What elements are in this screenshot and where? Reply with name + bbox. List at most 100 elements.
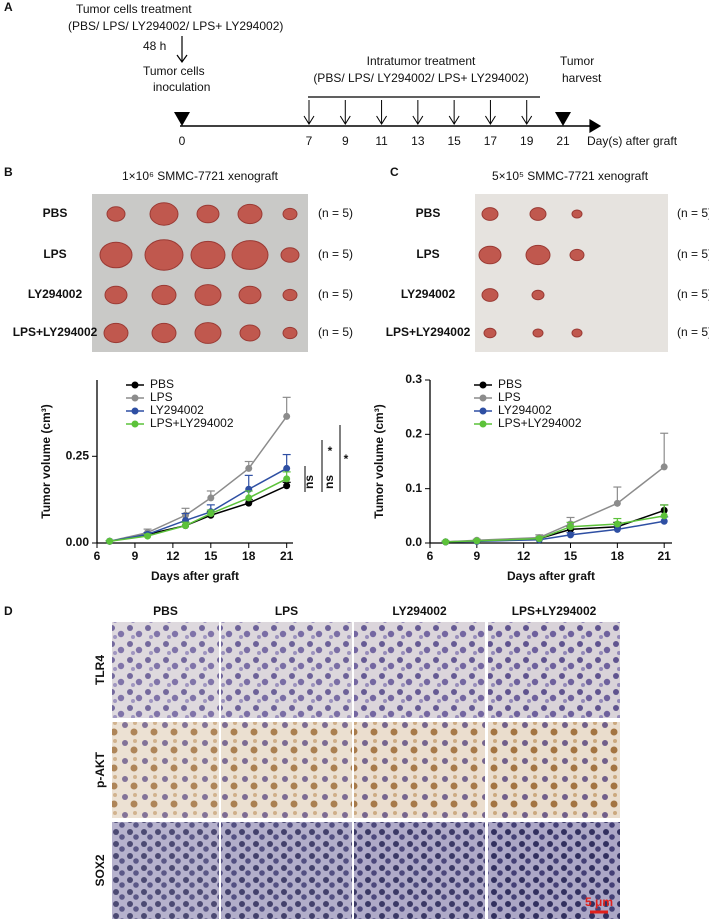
day-arrow [448,115,460,125]
intratumor-groups: (PBS/ LPS/ LY294002/ LPS+ LY294002) [313,71,528,85]
y-tick-label: 0.25 [66,448,90,462]
day-label: 11 [375,134,388,148]
x-axis-label: Days after graft [507,569,595,583]
legend-label: PBS [150,377,174,391]
x-tick-label: 15 [564,549,578,563]
row-label: TLR4 [93,655,107,685]
tumor [106,206,126,222]
count: (n = 5) [677,247,709,261]
y-axis-label: Tumor volume (cm³) [39,404,53,518]
legend-swatch [131,407,139,415]
inoculation: inoculation [153,80,210,94]
ihc-grid: PBS LPS LY294002 LPS+LY294002 TLR4 p-AKT SOX2 5… [93,604,620,919]
photo-rows: PBS (n = 5) LPS (n = 5) LY294002 (n = 5) LPS+L… [13,202,709,344]
point [660,463,668,471]
row-label: LY294002 [28,287,83,301]
point [283,412,291,420]
tumor [481,207,499,221]
tumor [149,202,179,226]
harvest: Tumor [560,54,594,68]
count: (n = 5) [677,325,709,339]
series-line [445,515,665,543]
panel-label: D [4,604,13,618]
micrograph [354,722,485,818]
inoculation: Tumor cells [143,64,205,78]
point [535,535,543,543]
point [283,482,291,490]
legend-swatch [131,420,139,428]
tumor [151,322,177,344]
point [106,537,114,545]
y-axis-label: Tumor volume (cm³) [372,404,386,518]
row-label: LPS+LY294002 [13,325,98,339]
x-tick-label: 12 [166,549,180,563]
legend-label: LPS+LY294002 [150,416,234,430]
x-tick-label: 21 [280,549,294,563]
legend-swatch [479,407,487,415]
x-tick-label: 6 [94,549,101,563]
day-arrow [376,115,387,125]
legend-label: LPS [498,390,521,404]
tumor [194,322,222,344]
row-label: PBS [416,206,441,220]
day-label: 17 [484,134,498,148]
tumor [231,240,269,270]
annotation: ns [302,475,316,489]
legend-swatch [131,381,139,389]
day-label: 7 [306,134,313,148]
column-label: LY294002 [392,604,447,618]
day-label: 21 [556,134,570,148]
annotation: * [328,444,333,458]
point [613,525,621,533]
tumor [280,247,300,263]
x-tick-label: 21 [658,549,672,563]
tumor [238,285,262,305]
point [442,538,450,546]
y-tick-label: 0.0 [405,535,422,549]
series-line [109,485,287,543]
tumor [282,288,298,302]
point [144,532,152,540]
count: (n = 5) [318,325,353,339]
annotation: ns [322,475,336,489]
x-tick-label: 18 [242,549,256,563]
interval: 48 h [143,39,166,53]
tumor [481,288,499,302]
row-label: LY294002 [401,287,456,301]
column-label: LPS [275,604,298,618]
legend-label: LPS+LY294002 [498,416,582,430]
legend-label: LY294002 [150,403,204,417]
micrograph [112,622,219,718]
panel-title: 5×10⁵ SMMC-7721 xenograft [492,169,649,183]
timeline: 0 7 9 11 13 15 17 19 21 [174,100,571,148]
point [567,523,575,531]
timeline-axis-label: Day(s) after graft [587,134,678,148]
day-label: 15 [447,134,461,148]
legend-swatch [479,381,487,389]
point [283,464,291,472]
panel-label: B [4,165,13,179]
day-arrow [339,115,351,125]
x-tick-label: 18 [611,549,625,563]
x-tick-label: 12 [517,549,531,563]
tumor [239,324,261,342]
day-label: 0 [179,134,186,148]
column-label: PBS [153,604,178,618]
legend-label: LPS [150,390,173,404]
count: (n = 5) [677,287,709,301]
series-line [109,467,288,543]
legend-swatch [479,394,487,402]
scale-bar-label: 5 μm [585,895,613,909]
day-marker [174,112,190,126]
pretreatment-groups: (PBS/ LPS/ LY294002/ LPS+ LY294002) [68,19,283,33]
count: (n = 5) [677,206,709,220]
row-label: p-AKT [93,751,107,788]
tumor [282,207,298,221]
row-label: LPS [43,247,66,261]
x-tick-label: 9 [473,549,480,563]
intratumor: Intratumor treatment [367,54,476,68]
micrograph [221,722,352,818]
micrograph [221,622,352,718]
micrograph [112,822,219,919]
